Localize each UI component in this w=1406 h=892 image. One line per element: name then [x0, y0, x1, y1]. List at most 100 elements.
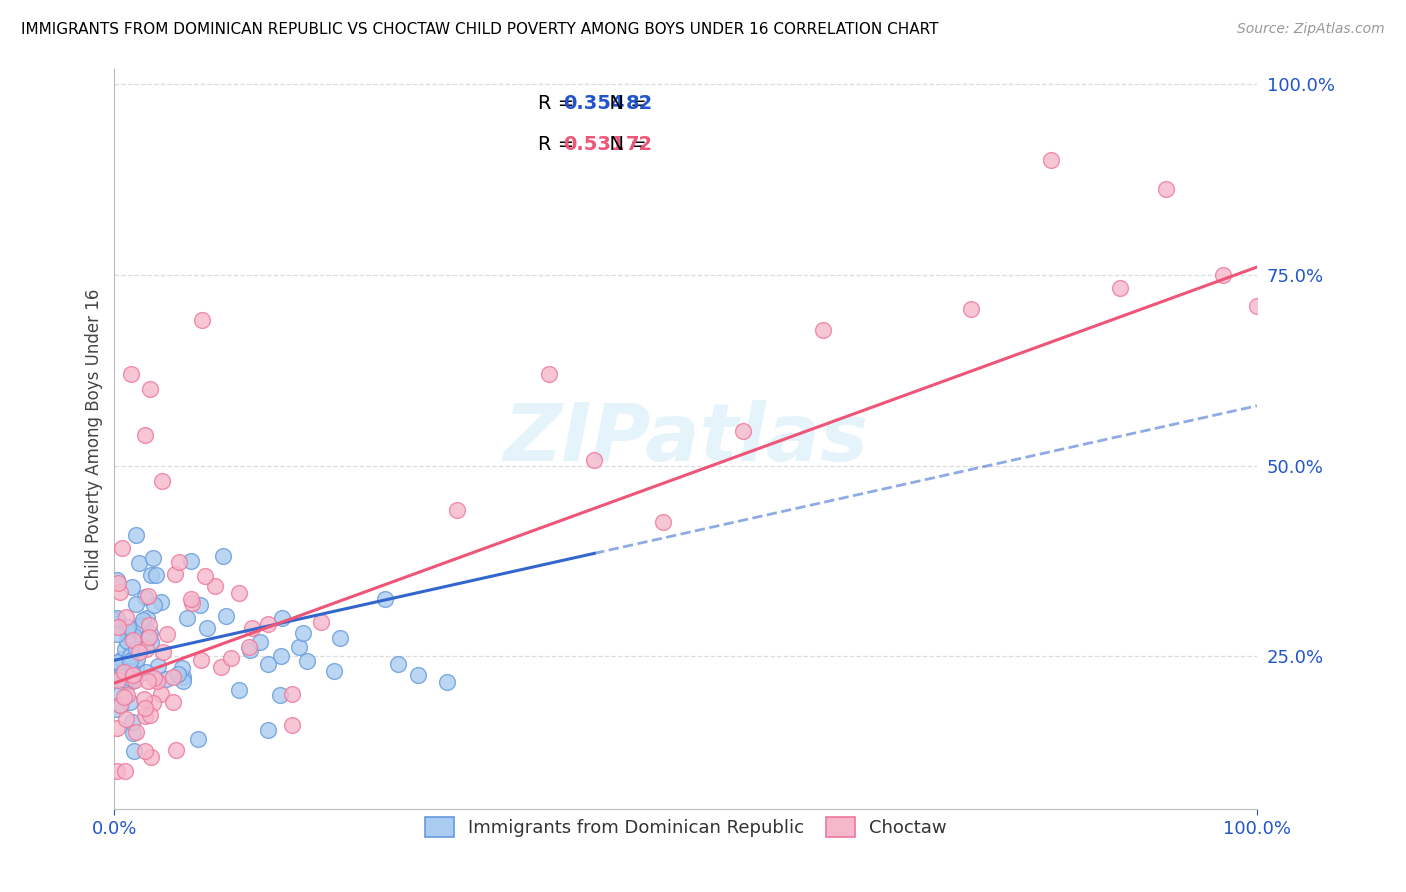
Point [134, 701, 156, 715]
Point [138, 626, 160, 640]
Point [105, 611, 128, 625]
Point [228, 585, 250, 599]
Point [323, 664, 346, 678]
Legend: Immigrants from Dominican Republic, Choctaw: Immigrants from Dominican Republic, Choc… [418, 810, 953, 845]
Point [1212, 268, 1234, 282]
Point [228, 683, 250, 698]
Point [122, 726, 145, 740]
Point [408, 667, 430, 681]
Point [221, 651, 243, 665]
Point [115, 610, 138, 624]
Point [811, 323, 834, 337]
Point [110, 541, 132, 555]
Point [249, 635, 271, 649]
Point [122, 744, 145, 758]
Point [281, 718, 304, 732]
Point [108, 698, 131, 713]
Point [146, 673, 169, 688]
Point [257, 723, 280, 738]
Point [110, 667, 132, 681]
Text: R =: R = [537, 135, 581, 153]
Point [446, 502, 468, 516]
Point [166, 667, 188, 681]
Point [238, 640, 260, 654]
Point [110, 698, 132, 712]
Point [187, 732, 209, 747]
Point [124, 631, 146, 645]
Point [132, 613, 155, 627]
Point [134, 590, 156, 604]
Text: IMMIGRANTS FROM DOMINICAN REPUBLIC VS CHOCTAW CHILD POVERTY AMONG BOYS UNDER 16 : IMMIGRANTS FROM DOMINICAN REPUBLIC VS CH… [21, 22, 939, 37]
Point [165, 743, 187, 757]
Point [180, 596, 202, 610]
Text: 72: 72 [626, 135, 652, 153]
Point [129, 618, 152, 632]
Point [149, 595, 172, 609]
Point [162, 695, 184, 709]
Point [1040, 153, 1063, 168]
Point [118, 654, 141, 668]
Point [134, 744, 156, 758]
Point [436, 675, 458, 690]
Point [194, 568, 217, 582]
Point [288, 640, 311, 655]
Point [118, 648, 141, 663]
Point [209, 660, 232, 674]
Text: 82: 82 [626, 94, 652, 112]
Point [108, 687, 131, 701]
Point [180, 554, 202, 568]
Point [172, 661, 194, 675]
Point [105, 614, 128, 628]
Point [124, 597, 146, 611]
Point [115, 712, 138, 726]
Point [124, 673, 146, 687]
Point [121, 674, 143, 689]
Point [204, 579, 226, 593]
Point [139, 708, 162, 723]
Text: 0.354: 0.354 [562, 94, 624, 112]
Point [139, 568, 162, 582]
Point [583, 453, 606, 467]
Point [107, 576, 129, 591]
Point [311, 615, 333, 629]
Point [105, 573, 128, 587]
Point [651, 515, 673, 529]
Point [270, 649, 292, 664]
Point [115, 634, 138, 648]
Point [191, 313, 214, 327]
Point [281, 688, 304, 702]
Point [537, 367, 560, 381]
Point [120, 695, 142, 709]
Point [112, 665, 135, 680]
Point [195, 622, 218, 636]
Y-axis label: Child Poverty Among Boys Under 16: Child Poverty Among Boys Under 16 [86, 288, 103, 590]
Point [176, 610, 198, 624]
Point [167, 555, 190, 569]
Point [172, 673, 194, 688]
Point [139, 635, 162, 649]
Point [105, 764, 128, 778]
Point [143, 598, 166, 612]
Text: N =: N = [598, 135, 652, 153]
Point [114, 764, 136, 778]
Point [107, 620, 129, 634]
Point [125, 659, 148, 673]
Point [329, 631, 352, 645]
Point [108, 584, 131, 599]
Point [107, 656, 129, 670]
Point [152, 645, 174, 659]
Text: N =: N = [598, 94, 652, 112]
Point [295, 654, 318, 668]
Point [269, 688, 291, 702]
Point [105, 617, 128, 632]
Point [214, 608, 236, 623]
Point [134, 691, 156, 706]
Point [124, 527, 146, 541]
Point [1109, 281, 1132, 295]
Point [138, 618, 160, 632]
Point [112, 675, 135, 690]
Point [139, 382, 162, 396]
Text: ZIPatlas: ZIPatlas [503, 400, 869, 478]
Point [163, 566, 186, 581]
Point [134, 708, 156, 723]
